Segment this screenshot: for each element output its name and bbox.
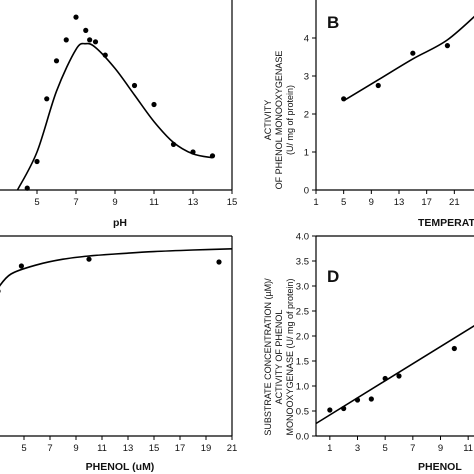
panel-a-data-point-5	[73, 14, 79, 20]
panel-d-ytick-label-4: 2.0	[296, 332, 309, 343]
panel-c-data-point-0	[0, 289, 1, 293]
panel-c-xtick-label-1: 7	[47, 443, 52, 454]
panel-b-xlabel: TEMPERATU	[418, 217, 474, 229]
panel-d-xtick-label-4: 9	[438, 443, 443, 454]
panel-a-data-point-6	[83, 27, 89, 33]
panel-a-data-point-10	[131, 82, 138, 89]
panel-a-data-point-1	[34, 158, 40, 165]
panel-c-xtick-label-5: 15	[149, 443, 160, 454]
panel-d-data-point-1	[341, 405, 347, 412]
panel-b-ylabel-line-3: (U/ mg of protein)	[285, 85, 295, 155]
panel-d-ytick-label-0: 0.0	[296, 432, 309, 443]
panel-d-xtick-label-5: 11	[463, 443, 473, 454]
panel-d-data-point-4	[382, 375, 388, 382]
panel-d-xlabel: PHENOL	[418, 461, 462, 473]
panel-b-data-point-2	[410, 50, 416, 56]
panel-a-data-point-8	[92, 39, 99, 45]
panel-b-ytick-label-3: 3	[304, 72, 309, 83]
panel-a-xtick-label-0: 5	[34, 197, 39, 208]
panel-b-ylabel-line-2: OF PHENOL MONOOXYGENASE	[274, 51, 284, 190]
panel-b-ytick-label-0: 0	[304, 186, 309, 197]
panel-d-data-point-6	[451, 345, 457, 352]
panel-a-xtick-label-5: 15	[227, 197, 238, 208]
panel-d-xtick-label-1: 3	[355, 443, 360, 454]
panel-b-ylabel-line-1: ACTIVITY	[263, 100, 273, 141]
panel-d-data-point-2	[354, 397, 361, 403]
panel-d-label: D	[327, 267, 339, 286]
panel-a-xtick-label-4: 13	[188, 197, 199, 208]
panel-d-ylabel-line-3: MONOOXYGENASE (U/ mg of protein)	[285, 278, 295, 435]
panel-b-xtick-label-5: 21	[449, 197, 460, 208]
panel-a-data-point-3	[53, 58, 60, 64]
panel-d-ylabel-line-1: SUBSTRATE CONCENTRATION (µM)/	[263, 278, 273, 436]
panel-a-data-point-9	[102, 52, 108, 58]
panel-d-fit-line	[315, 324, 474, 425]
panel-d-ytick-label-1: 0.5	[296, 407, 309, 418]
panel-b-label: B	[327, 13, 339, 32]
panel-a-data-point-12	[170, 141, 177, 147]
panel-a-data-point-0	[24, 185, 30, 191]
panel-b-xtick-label-1: 5	[341, 197, 346, 208]
panel-c-data-point-2	[86, 256, 92, 262]
panel-a-data-point-14	[209, 153, 216, 159]
panel-a-data-point-13	[190, 149, 196, 155]
panel-a-data-point-2	[44, 96, 50, 102]
panel-c-xtick-label-0: 5	[21, 443, 26, 454]
panel-d-xtick-label-3: 7	[410, 443, 415, 454]
panel-d-ylabel-line-2: ACTIVITY OF PHENOL	[274, 310, 284, 405]
panel-b-xtick-label-2: 9	[369, 197, 374, 208]
panel-c-data-point-3	[216, 259, 222, 265]
panel-d-xtick-label-2: 5	[383, 443, 388, 454]
panel-d-data-point-0	[327, 407, 333, 413]
panel-d-data-point-5	[396, 373, 402, 379]
panel-c-xtick-label-2: 9	[73, 443, 78, 454]
panel-b-fit-line	[343, 15, 474, 102]
panel-c-xlabel: PHENOL (uM)	[86, 461, 155, 473]
panel-b-data-point-1	[375, 82, 381, 89]
panel-a-xtick-label-1: 7	[73, 197, 78, 208]
panel-c-xtick-label-7: 19	[201, 443, 212, 454]
panel-b-ytick-label-4: 4	[304, 34, 309, 45]
panel-b-data-point-0	[341, 96, 347, 102]
panel-d-ytick-label-6: 3.0	[296, 282, 309, 293]
panel-b-data-point-3	[444, 43, 451, 49]
panel-b-ytick-label-1: 1	[304, 148, 309, 159]
panel-b-xtick-label-0: 1	[313, 197, 318, 208]
panel-d-ytick-label-5: 2.5	[296, 307, 309, 318]
panel-b-ytick-label-2: 2	[304, 110, 309, 121]
panel-d-ytick-label-2: 1.0	[296, 382, 309, 393]
panel-a-fit-line	[16, 42, 213, 191]
panel-c-xtick-label-8: 21	[227, 443, 238, 454]
panel-d-data-point-3	[368, 396, 374, 402]
panel-d-xtick-label-0: 1	[327, 443, 332, 454]
panel-c-fit-line	[0, 248, 233, 287]
panel-a-xlabel: pH	[113, 217, 127, 229]
panel-a-data-point-11	[151, 101, 157, 108]
panel-c-xtick-label-3: 11	[97, 443, 107, 454]
panel-b-xtick-label-3: 13	[394, 197, 405, 208]
panel-a-data-point-7	[87, 37, 93, 43]
panel-c-xtick-label-4: 13	[123, 443, 134, 454]
panel-c-data-point-1	[18, 263, 24, 269]
panel-a-xtick-label-3: 11	[149, 197, 159, 208]
panel-b-xtick-label-4: 17	[421, 197, 432, 208]
panel-d-ytick-label-7: 3.5	[296, 257, 309, 268]
panel-a-xtick-label-2: 9	[112, 197, 117, 208]
panel-d-ytick-label-8: 4.0	[296, 232, 309, 243]
panel-d-ytick-label-3: 1.5	[296, 357, 309, 368]
panel-a-data-point-4	[63, 37, 69, 43]
panel-c-xtick-label-6: 17	[175, 443, 186, 454]
